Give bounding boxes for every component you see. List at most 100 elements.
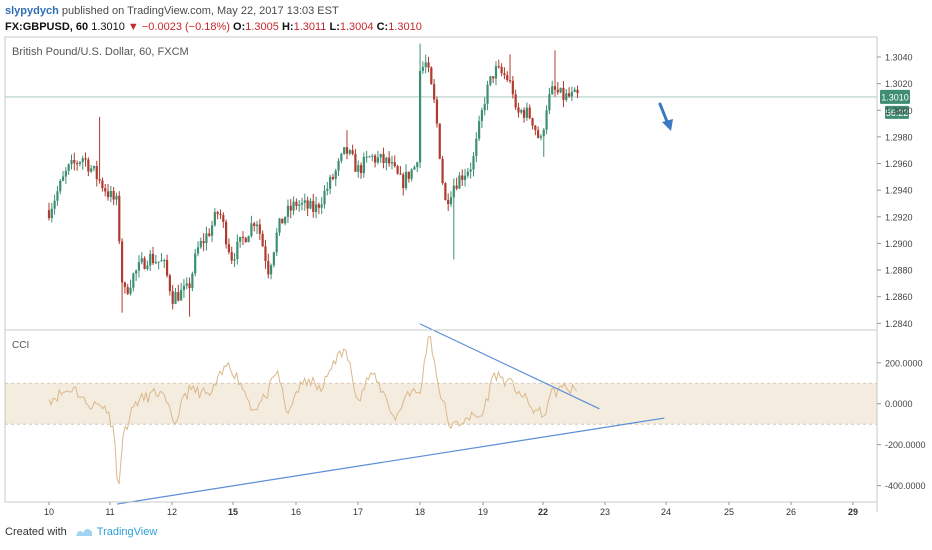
x-tick-label: 25: [724, 507, 734, 517]
candle-down: [202, 241, 205, 244]
candle-up: [469, 169, 472, 172]
candle-down: [399, 173, 402, 175]
candle-up: [326, 188, 329, 191]
candle-down: [106, 191, 110, 198]
candle-down: [528, 107, 531, 119]
candle-down: [534, 125, 537, 131]
candle-up: [154, 262, 157, 264]
candle-up: [272, 252, 275, 266]
candle-up: [182, 285, 186, 291]
cci-lower-trendline[interactable]: [116, 417, 665, 505]
price-tick-label: 1.2860: [885, 292, 913, 302]
candle-up: [135, 270, 138, 274]
author-link[interactable]: slypydych: [5, 5, 59, 17]
chart-header: slypydych published on TradingView.com, …: [5, 3, 422, 35]
candle-up: [452, 185, 455, 198]
candle-down: [227, 244, 231, 252]
cci-line: [48, 335, 578, 485]
candle-up: [137, 262, 141, 271]
x-tick-label: 15: [228, 507, 238, 517]
tradingview-brand-link[interactable]: TradingView: [96, 526, 158, 538]
price-pane-border: [4, 36, 878, 331]
candle-up: [115, 195, 118, 200]
candle-up: [61, 176, 65, 181]
candle-up: [466, 171, 469, 176]
candle-up: [371, 155, 374, 157]
cci-chart-title: CCI: [12, 340, 29, 351]
candle-down: [506, 75, 509, 81]
candle-down: [253, 223, 256, 227]
x-tick-label: 23: [600, 507, 610, 517]
candle-down: [522, 110, 526, 118]
candle-up: [180, 290, 183, 301]
candle-up: [494, 66, 498, 79]
candle-down: [531, 118, 534, 126]
candle-up: [205, 233, 208, 244]
candle-up: [548, 94, 551, 111]
candle-down: [84, 158, 87, 160]
candle-up: [379, 154, 382, 158]
candle-up: [340, 153, 343, 161]
candle-down: [289, 205, 292, 211]
candle-down: [312, 200, 315, 213]
change-value: −0.0023 (−0.18%): [141, 21, 230, 33]
candle-up: [286, 205, 290, 217]
candle-down: [503, 73, 506, 76]
candle-down: [306, 200, 309, 209]
candle-down: [382, 154, 385, 163]
candle-up: [376, 157, 380, 163]
candle-up: [413, 167, 416, 170]
cci-pane[interactable]: CCI: [5, 323, 877, 505]
price-tick-label: 1.3040: [885, 52, 913, 62]
x-tick-label: 12: [167, 507, 177, 517]
candle-up: [210, 225, 214, 236]
candle-down: [73, 160, 76, 164]
candle-down: [511, 80, 514, 95]
x-tick-label: 10: [44, 507, 54, 517]
candle-up: [539, 136, 543, 138]
candle-down: [393, 162, 396, 167]
candle-down: [87, 159, 90, 172]
footer: Created with TradingView: [5, 526, 157, 538]
x-tick-label: 22: [538, 507, 548, 517]
candle-up: [565, 93, 568, 101]
x-tick-label: 16: [291, 507, 301, 517]
x-tick-label: 17: [353, 507, 363, 517]
candle-up: [275, 232, 278, 253]
arrow-shaft: [658, 102, 670, 126]
publish-line: slypydych published on TradingView.com, …: [5, 3, 422, 19]
candle-up: [174, 292, 177, 304]
candle-up: [300, 202, 304, 205]
last-price: 1.3010: [91, 21, 125, 33]
candle-down: [244, 237, 247, 243]
candle-down: [354, 153, 357, 172]
x-tick-label: 18: [415, 507, 425, 517]
candle-down: [517, 107, 520, 113]
candle-up: [194, 253, 197, 274]
candle-up: [185, 283, 188, 286]
candle-down: [208, 233, 211, 236]
candle-down: [188, 283, 191, 289]
candle-down: [222, 215, 225, 222]
cci-upper-trendline[interactable]: [419, 323, 600, 410]
candle-up: [334, 170, 337, 179]
candle-down: [168, 275, 171, 292]
candle-up: [250, 223, 253, 237]
price-tick-label: 1.2980: [885, 132, 913, 142]
candle-up: [67, 164, 70, 171]
candle-up: [309, 200, 312, 209]
candle-down: [553, 86, 557, 90]
candle-up: [320, 204, 323, 208]
candle-down: [47, 210, 51, 219]
candle-down: [230, 251, 233, 261]
high-value: 1.3011: [293, 21, 327, 33]
candle-down: [497, 66, 500, 68]
candle-down: [351, 150, 354, 154]
price-pane[interactable]: British Pound/U.S. Dollar, 60, FXCM 1.301…: [5, 43, 910, 317]
candle-down: [281, 218, 284, 224]
candle-up: [149, 253, 152, 266]
candle-up: [53, 200, 56, 209]
current-price-badge: [880, 89, 910, 104]
candle-down: [435, 99, 439, 124]
